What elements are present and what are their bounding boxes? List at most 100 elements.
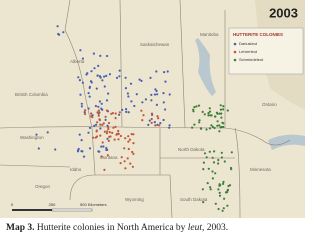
border bbox=[119, 0, 123, 128]
colony-dot bbox=[79, 49, 82, 52]
colony-dot bbox=[132, 142, 135, 145]
colony-dot bbox=[78, 79, 81, 82]
scale-bar: 0 250 500 Kilometers bbox=[11, 202, 107, 212]
border bbox=[69, 127, 96, 201]
colony-dot bbox=[87, 92, 90, 95]
colony-dot bbox=[154, 88, 157, 91]
colony-dot bbox=[155, 70, 158, 73]
colony-dot bbox=[218, 191, 221, 194]
colony-dot bbox=[168, 93, 171, 96]
colony-dot bbox=[218, 112, 221, 115]
colony-dot bbox=[222, 180, 225, 183]
region-label: Wyoming bbox=[125, 197, 144, 202]
colony-dot bbox=[95, 130, 98, 133]
colony-dot bbox=[98, 100, 101, 103]
colony-dot bbox=[105, 74, 108, 77]
colony-dot bbox=[150, 99, 153, 102]
colony-dot bbox=[93, 124, 96, 127]
colony-dot bbox=[97, 105, 100, 108]
colony-dot bbox=[157, 117, 160, 120]
colony-dot bbox=[127, 135, 130, 138]
colony-dot bbox=[124, 137, 127, 140]
colony-dot bbox=[226, 204, 229, 207]
scale-segment bbox=[12, 209, 52, 211]
colony-dot bbox=[208, 110, 212, 113]
legend-title: HUTTERITE COLONIES bbox=[233, 32, 283, 37]
colony-dot bbox=[195, 105, 198, 108]
colony-dot bbox=[99, 134, 102, 137]
colony-dot bbox=[108, 73, 111, 76]
colony-dot bbox=[85, 73, 88, 76]
colony-dot bbox=[128, 138, 132, 141]
colony-dot bbox=[80, 105, 83, 108]
colony-dot bbox=[81, 57, 84, 60]
colony-dot bbox=[97, 150, 100, 153]
colony-dot bbox=[103, 168, 106, 171]
colony-dot bbox=[114, 125, 117, 128]
colony-dot bbox=[220, 116, 223, 119]
colony-dot bbox=[212, 161, 216, 164]
colony-dot bbox=[192, 110, 195, 113]
colony-dot bbox=[217, 207, 220, 211]
colony-dot bbox=[155, 89, 158, 93]
colony-dot bbox=[101, 108, 104, 111]
scale-segment bbox=[51, 208, 93, 212]
colony-dot bbox=[211, 170, 214, 173]
region-label: Idaho bbox=[70, 167, 82, 172]
colony-dot bbox=[101, 123, 104, 126]
colony-dot bbox=[156, 93, 159, 96]
colony-dot bbox=[219, 126, 222, 129]
colony-dot bbox=[150, 117, 153, 121]
colony-dot bbox=[107, 127, 110, 131]
colony-dot bbox=[198, 121, 201, 124]
colony-dot bbox=[80, 150, 83, 153]
colony-dot bbox=[126, 157, 129, 160]
colony-dot bbox=[88, 126, 92, 129]
colony-dot bbox=[112, 126, 115, 129]
colony-dot bbox=[159, 122, 162, 125]
colony-dot bbox=[106, 137, 109, 140]
colony-dot bbox=[113, 138, 116, 141]
colony-dot bbox=[97, 114, 100, 117]
caption: Map 3. Hutterite colonies in North Ameri… bbox=[6, 223, 302, 233]
colony-dot bbox=[162, 101, 165, 104]
colony-dot bbox=[58, 33, 61, 36]
colony-dot bbox=[99, 123, 102, 126]
colony-dot bbox=[106, 154, 109, 157]
colony-dot bbox=[132, 133, 135, 136]
colony-dot bbox=[202, 168, 205, 171]
colony-dot bbox=[219, 104, 222, 107]
colony-dot bbox=[131, 150, 134, 154]
caption-label: Map 3. bbox=[6, 223, 35, 233]
colony-dot bbox=[216, 112, 219, 115]
colony-dot bbox=[222, 125, 225, 129]
colony-dot bbox=[37, 147, 40, 150]
colony-dot bbox=[201, 110, 204, 113]
region-label: Saskatchewan bbox=[140, 42, 170, 47]
colony-dot bbox=[218, 130, 221, 133]
colony-dot bbox=[202, 201, 205, 204]
colony-dot bbox=[35, 133, 38, 136]
colony-dot bbox=[95, 87, 98, 90]
colony-dot bbox=[95, 123, 98, 126]
region-label: Minnesota bbox=[250, 167, 271, 172]
caption-italic: leut bbox=[187, 223, 203, 233]
colony-dot bbox=[155, 103, 158, 106]
colony-dot bbox=[83, 112, 87, 116]
colony-dot bbox=[98, 118, 101, 121]
colony-dot bbox=[125, 108, 128, 111]
colony-dot bbox=[198, 119, 201, 122]
colony-dot bbox=[156, 115, 159, 118]
colony-dot bbox=[223, 197, 226, 200]
colony-dot bbox=[153, 93, 156, 96]
colony-dot bbox=[142, 114, 145, 117]
colony-dot bbox=[163, 71, 166, 74]
colony-dot bbox=[123, 147, 126, 150]
region-label: North Dakota bbox=[178, 147, 205, 152]
colony-dot bbox=[222, 108, 225, 111]
scale-label: 0 bbox=[11, 202, 14, 207]
colony-dot bbox=[56, 25, 59, 28]
colony-dot bbox=[54, 148, 57, 151]
colony-dot bbox=[96, 111, 99, 114]
colony-dot bbox=[127, 95, 130, 98]
